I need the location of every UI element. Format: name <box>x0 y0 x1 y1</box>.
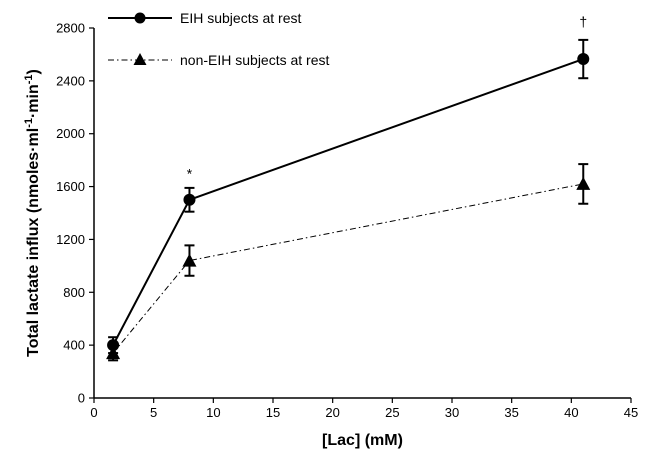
legend-item-non-eih: non-EIH subjects at rest <box>108 52 330 68</box>
legend: EIH subjects at rest non-EIH subjects at… <box>108 10 330 68</box>
x-tick-label: 5 <box>150 405 157 420</box>
data-point-triangle <box>106 346 121 360</box>
legend-item-eih: EIH subjects at rest <box>108 10 301 26</box>
x-tick-label: 10 <box>206 405 220 420</box>
x-tick-label: 15 <box>266 405 280 420</box>
legend-label-non-eih: non-EIH subjects at rest <box>180 52 330 68</box>
data-point-circle <box>577 53 590 66</box>
series-non-eih <box>106 163 591 362</box>
significance-asterisk: * <box>187 165 193 181</box>
x-tick-label: 0 <box>90 405 97 420</box>
x-axis-ticks: 0 5 10 15 20 25 30 35 40 45 <box>90 398 638 420</box>
y-axis-title-end: ) <box>25 69 42 74</box>
series-line <box>112 183 584 354</box>
x-tick-label: 45 <box>624 405 638 420</box>
significance-dagger: † <box>579 13 587 29</box>
x-tick-label: 30 <box>445 405 459 420</box>
y-tick-label: 2000 <box>56 126 85 141</box>
data-point-triangle <box>576 176 591 190</box>
y-tick-label: 400 <box>63 338 85 353</box>
y-axis-title-sup-2: -1 <box>23 74 35 84</box>
y-tick-label: 1600 <box>56 179 85 194</box>
data-point-circle <box>183 193 196 206</box>
series-line <box>112 58 584 346</box>
x-tick-label: 40 <box>564 405 578 420</box>
x-tick-label: 20 <box>325 405 339 420</box>
y-axis-ticks: 0 400 800 1200 1600 2000 2400 2800 <box>56 21 94 406</box>
x-tick-label: 25 <box>385 405 399 420</box>
legend-marker-non-eih-triangle <box>133 53 147 65</box>
y-axis-title: Total lactate influx (nmoles·ml-1·min-1) <box>23 69 42 357</box>
legend-label-eih: EIH subjects at rest <box>180 10 301 26</box>
plot-axes <box>93 28 631 399</box>
data-point-triangle <box>182 253 197 267</box>
x-axis-title: [Lac] (mM) <box>322 432 403 449</box>
y-axis-title-mid: ·min <box>25 84 42 118</box>
legend-marker-eih-circle <box>134 12 146 24</box>
y-tick-label: 2400 <box>56 73 85 88</box>
y-tick-label: 1200 <box>56 232 85 247</box>
y-axis-title-main: Total lactate influx (nmoles·ml <box>25 128 42 357</box>
annotation-layer: *† <box>187 13 587 181</box>
x-tick-label: 35 <box>504 405 518 420</box>
y-tick-label: 2800 <box>56 21 85 36</box>
series-layer <box>106 38 591 362</box>
y-tick-label: 800 <box>63 285 85 300</box>
y-axis-title-sup-1: -1 <box>23 118 35 128</box>
series-eih <box>107 38 590 355</box>
y-tick-label: 0 <box>78 391 85 406</box>
